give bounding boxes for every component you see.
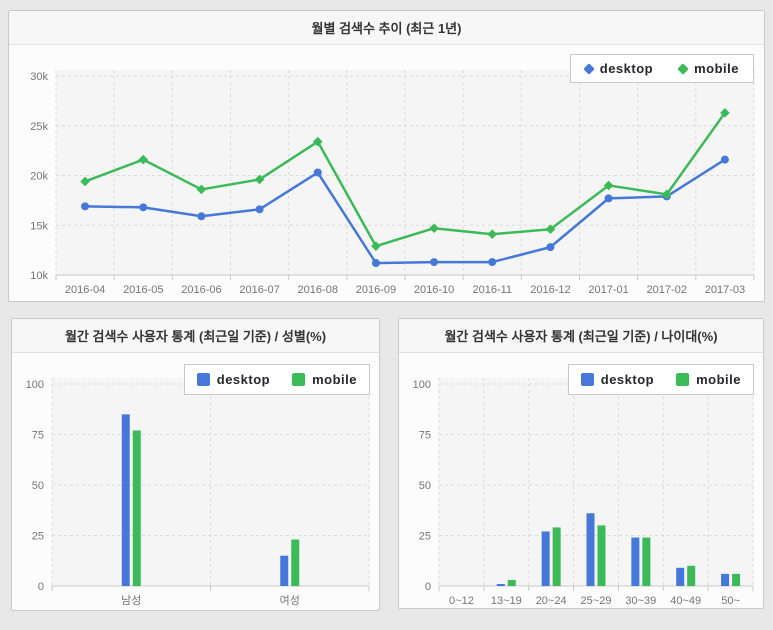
svg-text:0~12: 0~12 [449,595,474,607]
trend-panel-header: 월별 검색수 추이 (최근 1년) [9,11,764,45]
trend-line-chart: 10k 15k 20k 25k 30k 2016-04 2016-05 2016-06 2016… [30,70,755,296]
svg-text:25: 25 [32,531,44,543]
mobile-legend-label: mobile [312,372,357,387]
legend-item-desktop[interactable]: desktop [196,372,271,387]
svg-text:25: 25 [419,531,431,543]
desktop-legend-label: desktop [600,372,655,387]
svg-text:0: 0 [425,581,431,593]
legend-item-mobile[interactable]: mobile [677,61,739,76]
svg-text:50: 50 [32,480,44,492]
svg-text:2017-03: 2017-03 [705,284,745,296]
svg-text:30k: 30k [30,71,48,83]
svg-text:10k: 10k [30,270,48,282]
svg-text:2016-12: 2016-12 [530,284,570,296]
mobile-legend-label: mobile [694,61,739,76]
gender-panel-header: 월간 검색수 사용자 통계 (최근일 기준) / 성별(%) [12,319,379,353]
trend-chart-area: desktop mobile 10k 15k 20k 25k 30k 2016-04 201… [9,45,764,302]
svg-text:2016-07: 2016-07 [239,284,279,296]
desktop-legend-label: desktop [599,61,654,76]
trend-legend: desktop mobile [569,54,754,83]
legend-item-mobile[interactable]: mobile [292,372,357,387]
svg-text:50~: 50~ [721,595,740,607]
svg-text:2016-05: 2016-05 [123,284,163,296]
svg-text:0: 0 [38,581,44,593]
age-bar-chart: 0 25 50 75 100 0~12 13~19 20~24 25~29 30~39 40~49 5… [413,378,754,607]
mobile-marker-icon [677,62,689,75]
age-panel-header: 월간 검색수 사용자 통계 (최근일 기준) / 나이대(%) [399,319,763,353]
svg-text:100: 100 [26,379,44,391]
desktop-marker-icon [583,62,595,75]
svg-text:100: 100 [413,379,431,391]
svg-text:2017-01: 2017-01 [588,284,628,296]
svg-text:20k: 20k [30,171,48,183]
legend-item-desktop[interactable]: desktop [580,372,655,387]
svg-text:2017-02: 2017-02 [647,284,687,296]
mobile-legend-label: mobile [696,372,741,387]
desktop-legend-label: desktop [216,372,271,387]
gender-panel: 월간 검색수 사용자 통계 (최근일 기준) / 성별(%) desktop m… [11,318,380,611]
svg-text:75: 75 [419,430,431,442]
desktop-marker-icon [580,373,594,386]
age-panel-title: 월간 검색수 사용자 통계 (최근일 기준) / 나이대(%) [444,329,718,344]
gender-bar-chart: 0 25 50 75 100 남성 여성 [26,378,370,607]
svg-text:2016-04: 2016-04 [65,284,105,296]
trend-panel-title: 월별 검색수 추이 (최근 1년) [311,21,462,36]
age-chart-area: desktop mobile 0 25 50 75 100 0~12 13~19 20~24 2… [399,353,763,609]
svg-text:20~24: 20~24 [536,595,567,607]
svg-text:2016-10: 2016-10 [414,284,454,296]
gender-chart-area: desktop mobile 0 25 50 75 100 남성 여성 [12,353,379,611]
legend-item-mobile[interactable]: mobile [676,372,741,387]
trend-panel: 월별 검색수 추이 (최근 1년) desktop mobile 10k 15k 2… [8,10,765,302]
age-panel: 월간 검색수 사용자 통계 (최근일 기준) / 나이대(%) desktop … [398,318,764,609]
mobile-marker-icon [292,373,306,386]
svg-text:25k: 25k [30,121,48,133]
svg-text:2016-08: 2016-08 [298,284,338,296]
mobile-marker-icon [676,373,690,386]
svg-text:25~29: 25~29 [581,595,612,607]
svg-text:2016-11: 2016-11 [472,284,512,296]
desktop-marker-icon [196,373,210,386]
gender-legend: desktop mobile [183,364,370,395]
legend-item-desktop[interactable]: desktop [583,61,654,76]
svg-text:75: 75 [32,430,44,442]
svg-text:15k: 15k [30,220,48,232]
svg-text:13~19: 13~19 [491,595,522,607]
svg-text:50: 50 [419,480,431,492]
svg-text:2016-09: 2016-09 [356,284,396,296]
svg-text:40~49: 40~49 [670,595,701,607]
svg-text:30~39: 30~39 [625,595,656,607]
svg-text:여성: 여성 [280,594,300,607]
svg-text:2016-06: 2016-06 [181,284,221,296]
age-legend: desktop mobile [567,364,754,395]
svg-text:남성: 남성 [121,594,141,607]
gender-panel-title: 월간 검색수 사용자 통계 (최근일 기준) / 성별(%) [64,329,327,344]
